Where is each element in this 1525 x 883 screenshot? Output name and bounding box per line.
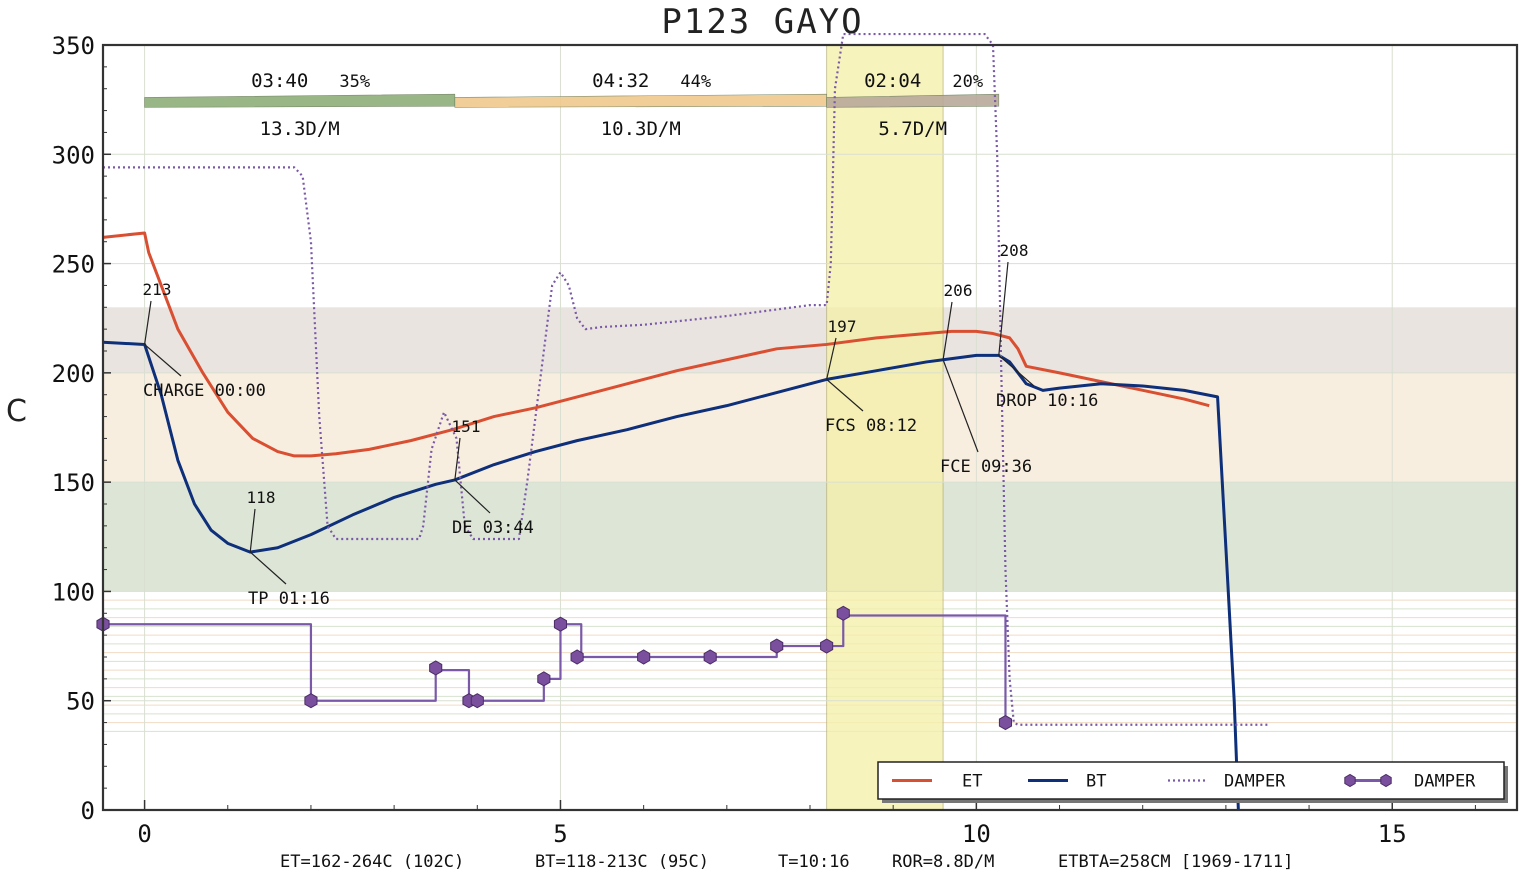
event-label-3: FCS 08:12	[825, 416, 917, 436]
stat-etbta: ETBTA=258CM [1969-1711]	[1058, 852, 1294, 872]
legend-label-0: ET	[962, 772, 982, 792]
event-value-3: 197	[828, 317, 857, 336]
damper-marker-2	[429, 660, 443, 676]
damper-marker-11	[820, 638, 834, 654]
event-label-leader-1	[249, 551, 287, 585]
event-value-1: 118	[247, 488, 276, 507]
stat-et: ET=162-264C (102C)	[280, 852, 465, 872]
damper-marker-6	[553, 616, 568, 632]
background-band-2	[103, 307, 1517, 373]
x-tick-label-5: 5	[553, 820, 567, 848]
background-band-0	[103, 482, 1517, 592]
phase-bar-1	[454, 93, 827, 108]
background-band-1	[103, 372, 1517, 483]
event-value-5: 208	[1000, 241, 1029, 260]
series-damper-dotted-line	[103, 32, 1268, 726]
phase-percent-2: 20%	[952, 72, 983, 92]
phase-percent-1: 44%	[680, 72, 711, 92]
phase-time-0: 03:40	[251, 70, 308, 92]
first-crack-highlight	[826, 44, 944, 811]
y-tick-label-50: 50	[66, 688, 95, 716]
phase-rate-0: 13.3D/M	[260, 118, 340, 140]
event-label-0: CHARGE 00:00	[143, 381, 266, 401]
y-axis-label: C	[6, 394, 27, 429]
event-label-4: FCE 09:36	[940, 457, 1032, 477]
event-label-5: DROP 10:16	[996, 391, 1098, 411]
x-tick-label-10: 10	[962, 820, 991, 848]
event-value-leader-1	[249, 508, 256, 553]
legend-marker	[1380, 773, 1392, 788]
legend	[877, 761, 1505, 800]
event-value-leader-4	[942, 301, 953, 360]
stat-bt: BT=118-213C (95C)	[535, 852, 709, 872]
phase-rate-1: 10.3D/M	[601, 118, 681, 140]
phase-rate-2: 5.7D/M	[878, 118, 947, 140]
series-et-line-line	[102, 231, 1210, 458]
phase-percent-0: 35%	[339, 72, 370, 92]
y-tick-label-300: 300	[52, 141, 95, 169]
event-label-leader-2	[454, 479, 491, 514]
damper-marker-10	[770, 638, 784, 654]
y-tick-label-100: 100	[52, 578, 95, 606]
legend-label-3: DAMPER	[1414, 772, 1476, 792]
x-tick-label-0: 0	[137, 820, 151, 848]
y-tick-label-200: 200	[52, 360, 95, 388]
series-bt-line-line	[102, 340, 1240, 811]
event-value-leader-5	[998, 261, 1009, 356]
damper-marker-5	[537, 671, 551, 687]
event-value-leader-3	[826, 337, 837, 380]
x-tick-label-15: 15	[1378, 820, 1407, 848]
damper-marker-4	[470, 693, 484, 709]
event-value-leader-2	[454, 437, 461, 481]
legend-label-2: DAMPER	[1224, 772, 1286, 792]
y-tick-label-0: 0	[81, 797, 95, 825]
phase-bar-2	[826, 93, 1000, 108]
event-label-leader-5	[998, 354, 1035, 387]
stat-time: T=10:16	[778, 852, 850, 872]
y-tick-label-350: 350	[52, 32, 95, 60]
event-label-leader-3	[826, 378, 864, 412]
phase-time-1: 04:32	[592, 70, 649, 92]
phase-time-2: 02:04	[864, 70, 921, 92]
damper-marker-8	[637, 649, 651, 665]
y-tick-label-150: 150	[52, 469, 95, 497]
event-label-1: TP 01:16	[248, 589, 330, 609]
legend-label-1: BT	[1086, 772, 1106, 792]
damper-marker-13	[998, 714, 1013, 731]
event-value-leader-0	[143, 300, 152, 345]
damper-marker-7	[570, 649, 584, 665]
damper-marker-1	[304, 693, 318, 709]
damper-marker-9	[703, 649, 717, 665]
y-tick-label-250: 250	[52, 251, 95, 279]
event-label-2: DE 03:44	[452, 518, 534, 538]
phase-bar-0	[144, 93, 456, 108]
event-label-leader-0	[144, 343, 182, 377]
event-value-0: 213	[143, 280, 172, 299]
event-value-4: 206	[944, 281, 973, 300]
damper-marker-12	[836, 605, 850, 621]
chart-title: P123 GAYO	[661, 2, 864, 42]
event-value-2: 151	[452, 417, 481, 436]
stat-ror: ROR=8.8D/M	[892, 852, 995, 872]
event-label-leader-4	[942, 359, 979, 453]
legend-marker	[1344, 773, 1356, 788]
